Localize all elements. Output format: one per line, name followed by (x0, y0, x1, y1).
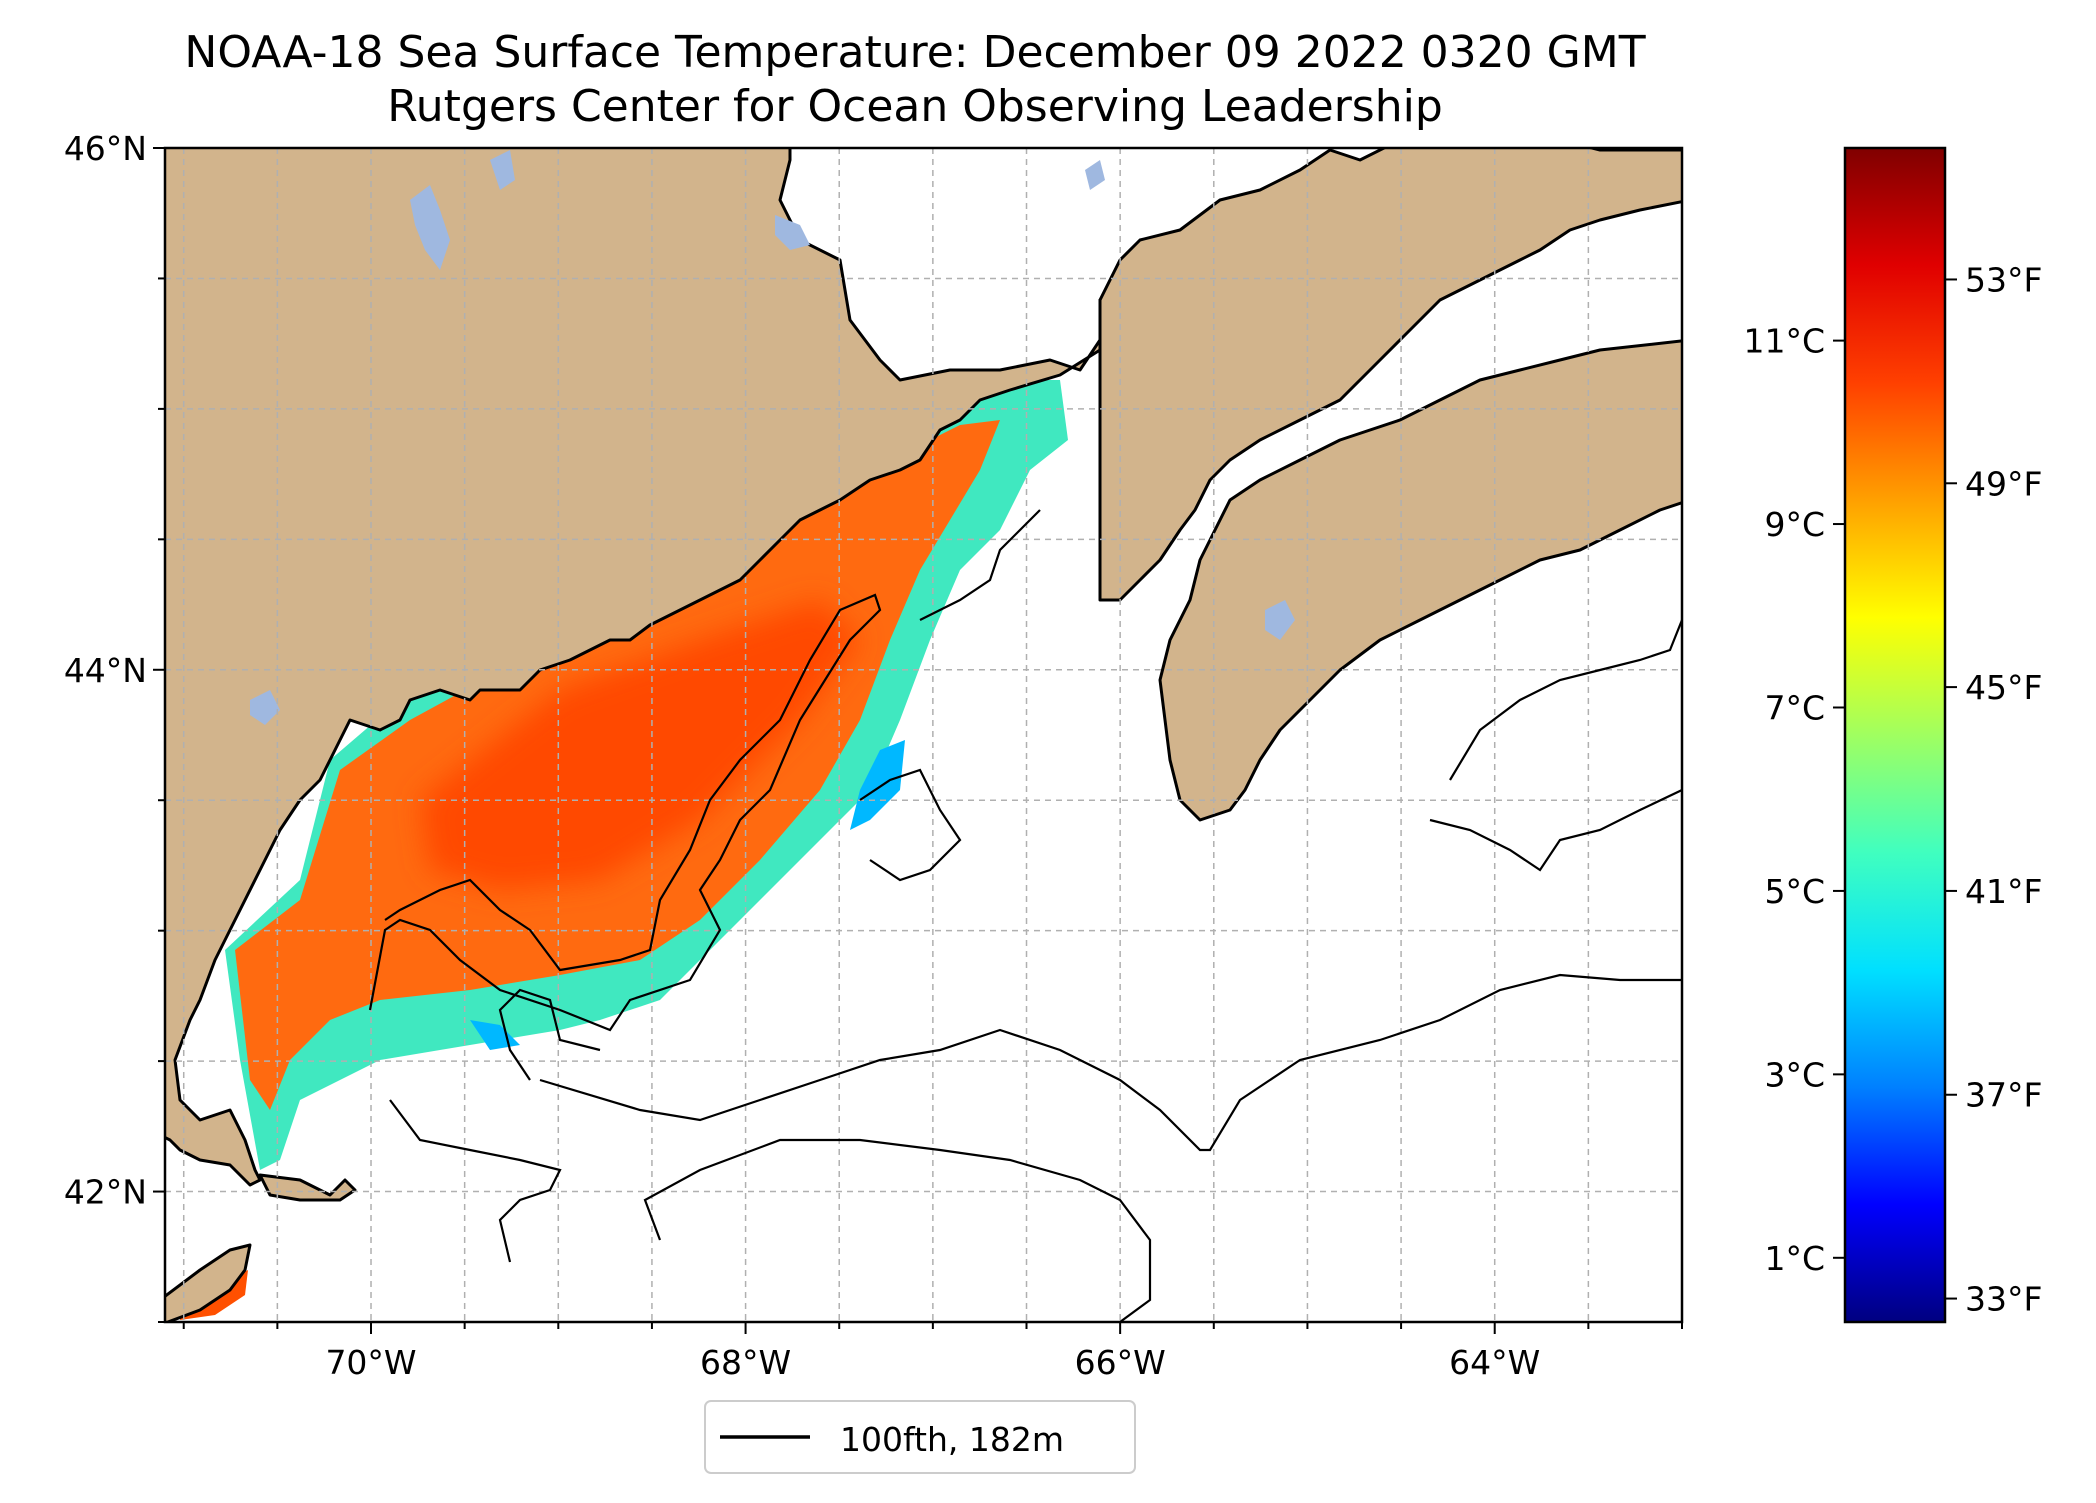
legend-label: 100fth, 182m (840, 1420, 1064, 1459)
celsius-tick-label: 5°C (1764, 872, 1825, 911)
legend-box (704, 1400, 1136, 1474)
lat-tick-label: 44°N (64, 651, 147, 690)
lake-chiputneticook (1085, 160, 1105, 190)
colorbar-ticks: 11°C 9°C 7°C 5°C 3°C 1°C 53°F 49°F 45°F 41°F 37°F 3… (1743, 260, 2042, 1318)
celsius-tick-label: 9°C (1764, 505, 1825, 544)
lake-grand (775, 215, 810, 250)
colorbar-gradient (1843, 146, 1947, 1324)
lon-tick-label: 66°W (1075, 1343, 1166, 1382)
isobath-fundy (919, 509, 1041, 621)
land-layer (165, 148, 1682, 1322)
lakes-layer (250, 150, 1295, 725)
celsius-tick-label: 1°C (1764, 1239, 1825, 1278)
fahrenheit-tick-label: 53°F (1965, 260, 2042, 299)
fahrenheit-tick-label: 49°F (1965, 464, 2042, 503)
map-frame (163, 146, 1684, 1324)
fahrenheit-tick-label: 45°F (1965, 668, 2042, 707)
isobath-legend: 100fth, 182m (704, 1400, 1136, 1474)
lat-tick-label: 46°N (64, 129, 147, 168)
lon-tick-label: 70°W (325, 1343, 416, 1382)
celsius-tick-label: 11°C (1743, 322, 1825, 361)
map-plot-area (165, 148, 1682, 1322)
isobath-wilkinson (498, 988, 601, 1081)
figure-title: NOAA-18 Sea Surface Temperature: Decembe… (184, 27, 1646, 78)
isobath-jordan-basin (368, 593, 882, 1032)
isobath-scotian-2 (1429, 789, 1682, 872)
land-nova-scotia-peninsula (1158, 339, 1682, 822)
lake-sebago (250, 690, 280, 725)
map-axis-ticks: 70°W 68°W 66°W 64°W 46°N 44°N 42°N (64, 129, 1683, 1382)
lake-rossignol (1265, 600, 1295, 640)
land-nova-scotia-new-brunswick (1098, 148, 1682, 602)
lake-chesuncook (490, 150, 515, 190)
isobath-100fth-layer (368, 509, 1682, 1322)
isobath-georges-basin (539, 973, 1682, 1152)
land-south-coast (165, 1243, 252, 1322)
gridlines (165, 148, 1682, 1322)
lake-moosehead (410, 185, 450, 270)
colorbar: 11°C 9°C 7°C 5°C 3°C 1°C 53°F 49°F 45°F 41°F 37°F 3… (1743, 146, 2042, 1324)
fahrenheit-tick-label: 33°F (1965, 1280, 2042, 1319)
isobath-georges-bank (643, 1138, 1152, 1322)
fahrenheit-tick-label: 37°F (1965, 1076, 2042, 1115)
isobath-south (389, 1099, 562, 1263)
celsius-tick-label: 7°C (1764, 688, 1825, 727)
lon-tick-label: 68°W (700, 1343, 791, 1382)
land-cape-cod (258, 1173, 357, 1202)
sst-hot-core (420, 600, 860, 890)
land-new-england (165, 148, 1122, 1187)
fahrenheit-tick-label: 41°F (1965, 872, 2042, 911)
isobath-scotian (1449, 619, 1682, 781)
celsius-tick-label: 3°C (1764, 1055, 1825, 1094)
lat-tick-label: 42°N (64, 1173, 147, 1212)
isobath-fundy-2 (859, 768, 962, 882)
lon-tick-label: 64°W (1449, 1343, 1540, 1382)
figure-subtitle: Rutgers Center for Ocean Observing Leade… (387, 81, 1443, 132)
